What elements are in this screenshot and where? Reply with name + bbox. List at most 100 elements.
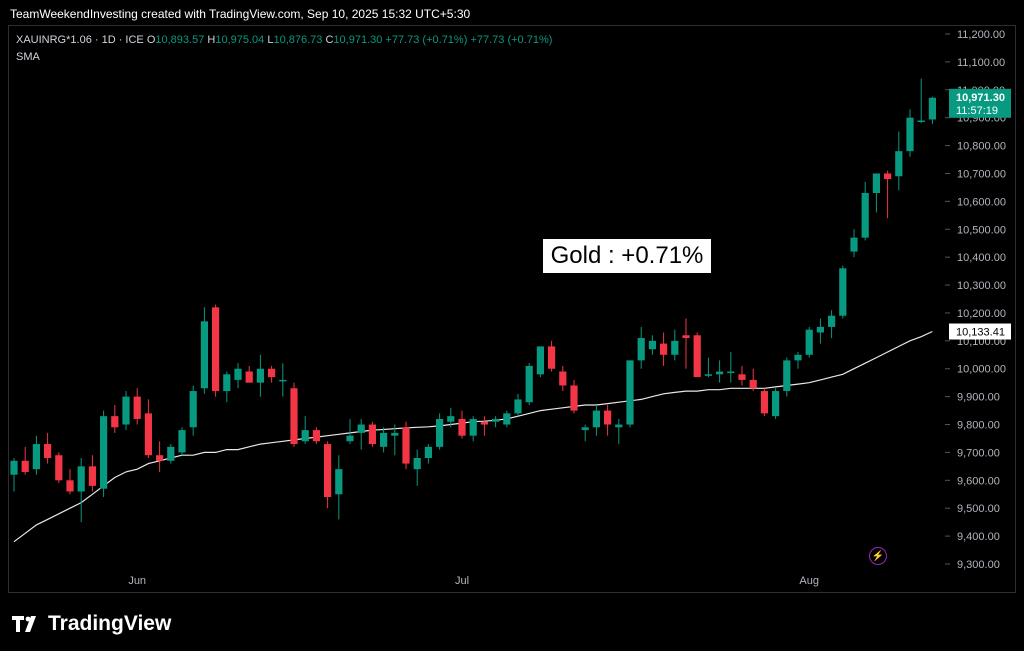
candle-up[interactable] [32, 444, 40, 470]
candle-down[interactable] [738, 374, 746, 380]
candle-up[interactable] [704, 374, 712, 376]
candle-up[interactable] [122, 396, 130, 425]
candle-down[interactable] [458, 418, 466, 436]
candle-up[interactable] [380, 432, 388, 447]
candle-up[interactable] [178, 430, 186, 453]
candle-down[interactable] [312, 430, 320, 442]
candle-up[interactable] [525, 365, 533, 403]
candle-up[interactable] [816, 326, 824, 333]
candle-up[interactable] [626, 360, 634, 425]
candle-up[interactable] [716, 371, 724, 375]
candle-up[interactable] [10, 460, 18, 475]
candle-down[interactable] [884, 173, 892, 180]
candle-up[interactable] [503, 413, 511, 425]
candle-up[interactable] [413, 458, 421, 470]
candle-up[interactable] [648, 340, 656, 350]
candle-down[interactable] [324, 444, 332, 498]
lightning-icon[interactable]: ⚡ [869, 547, 887, 565]
candle-up[interactable] [447, 416, 455, 422]
candle-up[interactable] [100, 416, 108, 489]
candle-up[interactable] [357, 424, 365, 433]
candle-down[interactable] [245, 371, 253, 383]
candle-up[interactable] [279, 379, 287, 382]
candle-up[interactable] [861, 193, 869, 238]
candle-down[interactable] [402, 427, 410, 464]
candle-up[interactable] [872, 173, 880, 193]
candle-up[interactable] [234, 368, 242, 380]
sma-indicator-label[interactable]: SMA [16, 51, 40, 63]
candle-down[interactable] [66, 480, 74, 492]
candle-up[interactable] [223, 374, 231, 392]
candle-up[interactable] [671, 340, 679, 355]
close-value: 10,971.30 [333, 34, 383, 46]
candle-down[interactable] [368, 424, 376, 445]
candle-down[interactable] [660, 343, 668, 355]
candle-up[interactable] [839, 268, 847, 316]
candle-up[interactable] [906, 117, 914, 152]
candle-up[interactable] [581, 427, 589, 431]
candle-up[interactable] [167, 446, 175, 461]
chart-author-caption: TeamWeekendInvesting created with Tradin… [10, 7, 471, 21]
candle-up[interactable] [514, 399, 522, 414]
candle-up[interactable] [492, 418, 500, 422]
candle-up[interactable] [828, 315, 836, 327]
y-tick-label: 10,600.00 [957, 196, 1006, 208]
candle-down[interactable] [548, 346, 556, 369]
candle-up[interactable] [850, 237, 858, 252]
candle-down[interactable] [268, 368, 276, 378]
candle-down[interactable] [604, 410, 612, 425]
candle-up[interactable] [592, 410, 600, 428]
candle-down[interactable] [156, 455, 164, 461]
candle-up[interactable] [727, 371, 735, 374]
candle-down[interactable] [212, 307, 220, 392]
candle-down[interactable] [55, 455, 63, 481]
candle-down[interactable] [480, 421, 488, 425]
candle-up[interactable] [77, 466, 85, 492]
candle-down[interactable] [693, 335, 701, 378]
candle-down[interactable] [559, 371, 567, 386]
candle-down[interactable] [682, 335, 690, 339]
candle-up[interactable] [469, 418, 477, 436]
candle-up[interactable] [335, 469, 343, 495]
symbol-name[interactable]: XAUINRG*1.06 · 1D · ICE [16, 34, 144, 46]
y-tick-label: 10,300.00 [957, 280, 1006, 292]
candle-up[interactable] [346, 435, 354, 442]
candle-up[interactable] [637, 338, 645, 361]
candle-up[interactable] [772, 391, 780, 417]
chart-panel[interactable] [8, 25, 1016, 593]
candle-down[interactable] [44, 444, 52, 458]
candle-down[interactable] [133, 396, 141, 419]
candle-up[interactable] [424, 446, 432, 458]
y-tick-label: 11,200.00 [957, 29, 1005, 41]
candle-down[interactable] [21, 460, 29, 472]
candle-up[interactable] [391, 432, 399, 436]
candle-up[interactable] [615, 424, 623, 428]
candle-up[interactable] [928, 97, 936, 120]
candle-down[interactable] [760, 391, 768, 414]
candle-down[interactable] [88, 466, 96, 486]
bar-countdown: 11:57:19 [956, 105, 998, 117]
x-tick-label: Jul [455, 575, 469, 587]
candle-down[interactable] [144, 413, 152, 456]
candle-up[interactable] [794, 354, 802, 361]
candle-up[interactable] [200, 321, 208, 389]
candle-down[interactable] [749, 379, 757, 389]
tradingview-logo-icon [12, 616, 36, 632]
candle-up[interactable] [783, 360, 791, 392]
candle-up[interactable] [536, 346, 544, 375]
candle-up[interactable] [917, 120, 925, 122]
x-tick-label: Aug [799, 575, 819, 587]
y-tick-label: 11,100.00 [957, 57, 1005, 69]
candle-up[interactable] [805, 329, 813, 355]
candle-down[interactable] [570, 385, 578, 411]
candle-up[interactable] [256, 368, 264, 383]
candle-up[interactable] [895, 151, 903, 177]
candle-up[interactable] [189, 391, 197, 428]
candle-down[interactable] [111, 416, 119, 428]
candle-up[interactable] [301, 430, 309, 442]
candle-down[interactable] [290, 388, 298, 445]
close-label: C [325, 34, 334, 46]
gold-annotation: Gold : +0.71% [543, 239, 711, 273]
candle-up[interactable] [436, 418, 444, 447]
